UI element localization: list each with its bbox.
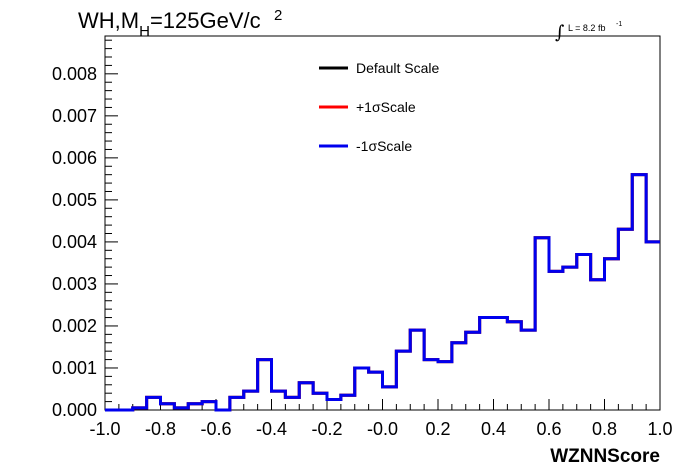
- series-group: [105, 173, 660, 412]
- lumi-label: L = 8.2 fb: [568, 23, 605, 33]
- plot-frame: [104, 35, 661, 411]
- y-tick-label: 0.006: [52, 148, 97, 168]
- y-tick-label: 0.000: [52, 400, 97, 420]
- y-tick-label: 0.003: [52, 274, 97, 294]
- legend-label-1sigmascale: +1σScale: [356, 99, 416, 115]
- x-axis-tick-labels: -1.0 -0.8 -0.6 -0.4 -0.2 -0.0 0.2 0.4 0.6 0.8 1.0: [89, 419, 672, 439]
- y-tick-label: 0.008: [52, 64, 97, 84]
- x-tick-label: 0.2: [425, 419, 450, 439]
- x-tick-label: 0.8: [592, 419, 617, 439]
- x-tick-label: -1.0: [89, 419, 120, 439]
- y-tick-label: 0.001: [52, 358, 97, 378]
- y-axis-ticks: [105, 39, 118, 411]
- lumi-integral-sign: ∫: [555, 22, 565, 43]
- y-tick-label: 0.005: [52, 190, 97, 210]
- lumi-superscript: -1: [616, 21, 622, 28]
- x-axis-title: WZNNScore: [550, 446, 660, 467]
- y-tick-label: 0.002: [52, 316, 97, 336]
- legend-label-default-scale: Default Scale: [356, 60, 439, 76]
- title-subscript: H: [139, 23, 150, 40]
- series-line-1sigmascale: [105, 173, 660, 412]
- x-tick-label: 0.4: [481, 419, 506, 439]
- title-superscript: 2: [274, 7, 282, 24]
- y-axis-tick-labels: 0.000 0.001 0.002 0.003 0.004 0.005 0.006 0.007…: [52, 64, 97, 420]
- legend: Default Scale +1σScale -1σScale: [319, 60, 439, 154]
- y-tick-label: 0.007: [52, 106, 97, 126]
- x-tick-label: 0.6: [536, 419, 561, 439]
- x-tick-label: -0.4: [256, 419, 287, 439]
- title-rest: =125GeV/c: [150, 8, 261, 33]
- y-tick-label: 0.004: [52, 232, 97, 252]
- legend-label-1sigmascale: -1σScale: [356, 138, 412, 154]
- x-tick-label: -0.0: [367, 419, 398, 439]
- title-main: WH,M: [78, 8, 139, 33]
- x-tick-label: -0.6: [200, 419, 231, 439]
- x-tick-label: 1.0: [647, 419, 672, 439]
- chart-title: WH,MH=125GeV/c: [78, 8, 261, 40]
- x-tick-label: -0.2: [311, 419, 342, 439]
- x-tick-label: -0.8: [145, 419, 176, 439]
